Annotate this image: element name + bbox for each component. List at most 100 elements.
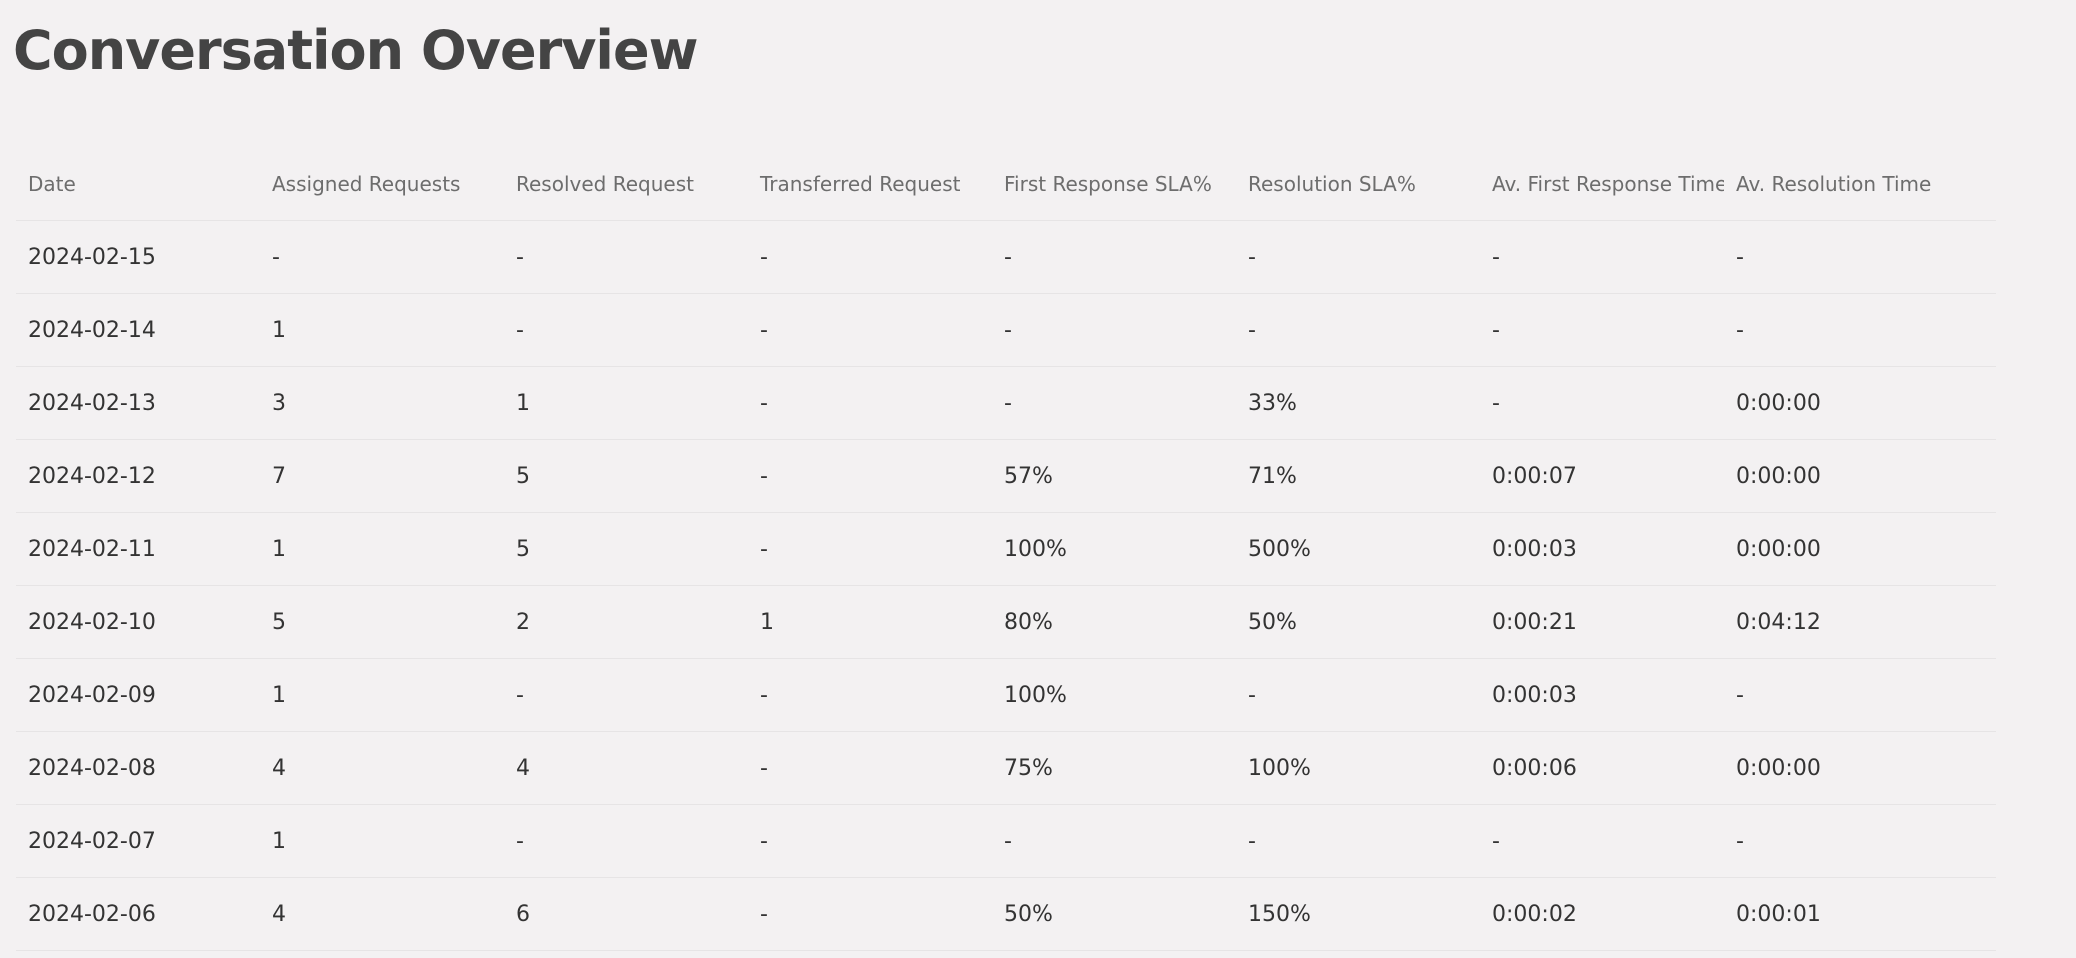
cell-resolved-request: 5 — [516, 463, 530, 489]
cell-av-first-response-time: - — [1492, 828, 1500, 854]
cell-first-response-sla: 100% — [1004, 536, 1067, 562]
cell-first-response-sla: 80% — [1004, 609, 1053, 635]
cell-transferred-request: - — [760, 244, 768, 270]
cell-transferred-request: - — [760, 682, 768, 708]
cell-av-first-response-time: 0:00:03 — [1492, 682, 1577, 708]
cell-first-response-sla: - — [1004, 390, 1012, 416]
cell-assigned-requests: 1 — [272, 828, 286, 854]
cell-resolution-sla: 500% — [1248, 536, 1311, 562]
cell-av-first-response-time: 0:00:07 — [1492, 463, 1577, 489]
cell-resolution-sla: 33% — [1248, 390, 1297, 416]
table-row: 2024-02-06 4 6 - 50% 150% 0:00:02 0:00:01 — [16, 878, 1996, 951]
cell-date: 2024-02-09 — [28, 682, 156, 708]
cell-assigned-requests: 4 — [272, 901, 286, 927]
cell-assigned-requests: - — [272, 244, 280, 270]
cell-resolved-request: 2 — [516, 609, 530, 635]
column-header-av-first-response-time[interactable]: Av. First Response Time — [1492, 171, 1724, 196]
table-row: 2024-02-11 1 5 - 100% 500% 0:00:03 0:00:00 — [16, 513, 1996, 586]
page-title: Conversation Overview — [13, 19, 698, 82]
cell-transferred-request: - — [760, 463, 768, 489]
cell-date: 2024-02-14 — [28, 317, 156, 343]
cell-transferred-request: - — [760, 828, 768, 854]
cell-date: 2024-02-15 — [28, 244, 156, 270]
column-header-assigned-requests[interactable]: Assigned Requests — [272, 171, 461, 196]
cell-transferred-request: - — [760, 755, 768, 781]
cell-av-resolution-time: - — [1736, 682, 1744, 708]
column-header-av-resolution-time[interactable]: Av. Resolution Time — [1736, 171, 1932, 196]
cell-resolution-sla: 150% — [1248, 901, 1311, 927]
cell-resolution-sla: - — [1248, 244, 1256, 270]
table-row: 2024-02-14 1 - - - - - - — [16, 294, 1996, 367]
cell-assigned-requests: 1 — [272, 682, 286, 708]
cell-first-response-sla: 50% — [1004, 901, 1053, 927]
cell-resolved-request: 6 — [516, 901, 530, 927]
table-body: 2024-02-15- - - - - - -2024-02-14 1- - - - - -2024-0… — [16, 221, 1996, 951]
cell-av-resolution-time: - — [1736, 317, 1744, 343]
cell-assigned-requests: 5 — [272, 609, 286, 635]
cell-first-response-sla: 57% — [1004, 463, 1053, 489]
conversation-table: Date Assigned Requests Resolved Request … — [16, 147, 1996, 951]
cell-date: 2024-02-13 — [28, 390, 156, 416]
cell-resolution-sla: - — [1248, 828, 1256, 854]
cell-av-resolution-time: 0:04:12 — [1736, 609, 1821, 635]
cell-resolution-sla: - — [1248, 682, 1256, 708]
cell-resolved-request: - — [516, 828, 524, 854]
cell-resolution-sla: 50% — [1248, 609, 1297, 635]
table-row: 2024-02-07 1 - - - - - - — [16, 805, 1996, 878]
cell-transferred-request: - — [760, 901, 768, 927]
table-row: 2024-02-12 7 5 - 57% 71% 0:00:07 0:00:00 — [16, 440, 1996, 513]
cell-av-resolution-time: 0:00:00 — [1736, 390, 1821, 416]
cell-assigned-requests: 3 — [272, 390, 286, 416]
cell-first-response-sla: - — [1004, 244, 1012, 270]
column-header-resolution-sla[interactable]: Resolution SLA% — [1248, 171, 1416, 196]
cell-resolution-sla: - — [1248, 317, 1256, 343]
cell-av-resolution-time: 0:00:00 — [1736, 536, 1821, 562]
cell-av-first-response-time: 0:00:03 — [1492, 536, 1577, 562]
cell-av-first-response-time: 0:00:06 — [1492, 755, 1577, 781]
cell-resolution-sla: 71% — [1248, 463, 1297, 489]
cell-resolved-request: 4 — [516, 755, 530, 781]
cell-av-first-response-time: - — [1492, 390, 1500, 416]
cell-av-resolution-time: 0:00:00 — [1736, 463, 1821, 489]
cell-av-resolution-time: - — [1736, 244, 1744, 270]
column-header-first-response-sla[interactable]: First Response SLA% — [1004, 171, 1212, 196]
cell-av-resolution-time: - — [1736, 828, 1744, 854]
cell-av-resolution-time: 0:00:00 — [1736, 755, 1821, 781]
cell-first-response-sla: - — [1004, 828, 1012, 854]
cell-resolved-request: 1 — [516, 390, 530, 416]
cell-date: 2024-02-10 — [28, 609, 156, 635]
cell-date: 2024-02-08 — [28, 755, 156, 781]
cell-first-response-sla: 75% — [1004, 755, 1053, 781]
column-header-resolved-request[interactable]: Resolved Request — [516, 171, 694, 196]
cell-resolved-request: - — [516, 244, 524, 270]
cell-av-first-response-time: - — [1492, 244, 1500, 270]
cell-av-first-response-time: - — [1492, 317, 1500, 343]
cell-first-response-sla: - — [1004, 317, 1012, 343]
cell-resolved-request: - — [516, 682, 524, 708]
cell-assigned-requests: 1 — [272, 536, 286, 562]
cell-assigned-requests: 7 — [272, 463, 286, 489]
cell-date: 2024-02-07 — [28, 828, 156, 854]
table-row: 2024-02-08 4 4 - 75% 100% 0:00:06 0:00:00 — [16, 732, 1996, 805]
table-row: 2024-02-09 1 - - 100% - 0:00:03 - — [16, 659, 1996, 732]
cell-assigned-requests: 1 — [272, 317, 286, 343]
cell-transferred-request: - — [760, 536, 768, 562]
cell-transferred-request: - — [760, 390, 768, 416]
table-row: 2024-02-13 3 1 - - 33% - 0:00:00 — [16, 367, 1996, 440]
cell-date: 2024-02-12 — [28, 463, 156, 489]
column-header-date[interactable]: Date — [28, 171, 76, 196]
cell-resolved-request: - — [516, 317, 524, 343]
column-header-transferred-request[interactable]: Transferred Request — [760, 171, 961, 196]
cell-date: 2024-02-06 — [28, 901, 156, 927]
cell-transferred-request: - — [760, 317, 768, 343]
cell-av-resolution-time: 0:00:01 — [1736, 901, 1821, 927]
cell-resolved-request: 5 — [516, 536, 530, 562]
cell-date: 2024-02-11 — [28, 536, 156, 562]
cell-assigned-requests: 4 — [272, 755, 286, 781]
cell-resolution-sla: 100% — [1248, 755, 1311, 781]
table-header-row: Date Assigned Requests Resolved Request … — [16, 147, 1996, 221]
cell-av-first-response-time: 0:00:02 — [1492, 901, 1577, 927]
table-row: 2024-02-15 - - - - - - - — [16, 221, 1996, 294]
cell-first-response-sla: 100% — [1004, 682, 1067, 708]
